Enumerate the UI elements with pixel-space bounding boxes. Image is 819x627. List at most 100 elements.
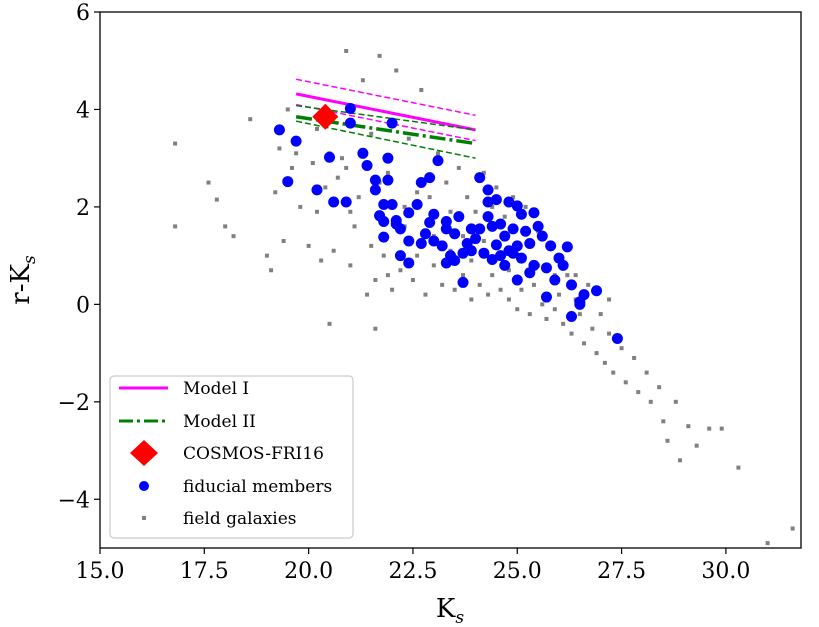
field-galaxy-point: [431, 263, 436, 268]
field-galaxy-point: [561, 321, 566, 326]
field-galaxy-point: [673, 399, 678, 404]
fiducial-member-point: [457, 276, 469, 288]
fiducial-member-point: [403, 235, 415, 247]
field-galaxy-point: [494, 185, 499, 190]
field-galaxy-point: [527, 312, 532, 317]
field-galaxy-point: [415, 253, 420, 258]
field-galaxy-point: [348, 209, 353, 214]
fiducial-member-point: [511, 240, 523, 252]
field-galaxy-point: [515, 307, 520, 312]
fiducial-member-point: [482, 211, 494, 223]
field-galaxy-point: [461, 234, 466, 239]
field-galaxy-point: [214, 197, 219, 202]
field-galaxy-point: [365, 292, 370, 297]
field-galaxy-point: [335, 175, 340, 180]
fiducial-member-point: [449, 228, 461, 240]
legend-field-swatch: [142, 516, 146, 520]
fiducial-member-point: [357, 147, 369, 159]
field-galaxy-point: [310, 161, 315, 166]
fiducial-member-point: [273, 124, 285, 136]
field-galaxy-point: [490, 204, 495, 209]
field-galaxy-point: [790, 526, 795, 531]
field-galaxy-point: [573, 273, 578, 278]
field-galaxy-point: [223, 224, 228, 229]
field-galaxy-point: [456, 165, 461, 170]
field-galaxy-point: [289, 165, 294, 170]
fiducial-member-point: [495, 250, 507, 262]
cosmos-fri16-point: [312, 103, 339, 130]
field-galaxy-point: [665, 438, 670, 443]
fiducial-member-point: [511, 274, 523, 286]
field-galaxy-point: [473, 209, 478, 214]
field-galaxy-point: [469, 258, 474, 263]
field-galaxy-point: [423, 292, 428, 297]
fiducial-member-point: [482, 184, 494, 196]
field-galaxy-point: [273, 190, 278, 195]
fiducial-member-point: [486, 220, 498, 232]
y-axis-label: r-Ks: [6, 255, 40, 305]
field-galaxy-point: [469, 297, 474, 302]
fiducial-member-point: [528, 207, 540, 219]
fiducial-member-point: [507, 223, 519, 235]
x-tick-label: 22.5: [388, 559, 437, 584]
field-galaxy-point: [677, 458, 682, 463]
fiducial-member-point: [361, 159, 373, 171]
fiducial-member-point: [440, 216, 452, 228]
field-galaxy-point: [294, 151, 299, 156]
field-galaxy-point: [377, 53, 382, 58]
fiducial-member-point: [566, 279, 578, 291]
field-galaxy-point: [306, 243, 311, 248]
field-galaxy-point: [657, 385, 662, 390]
field-galaxy-point: [369, 243, 374, 248]
fiducial-member-point: [386, 117, 398, 129]
field-galaxy-point: [611, 370, 616, 375]
fiducial-member-point: [415, 237, 427, 249]
y-tick-label: 4: [76, 98, 90, 123]
fiducial-member-point: [282, 176, 294, 188]
field-galaxy-point: [619, 346, 624, 351]
field-galaxy-point: [644, 370, 649, 375]
field-galaxy-point: [582, 341, 587, 346]
fiducial-member-point: [403, 207, 415, 219]
fiducial-member-point: [394, 250, 406, 262]
fiducial-member-point: [419, 228, 431, 240]
fiducial-member-point: [499, 230, 511, 242]
field-galaxy-point: [348, 263, 353, 268]
field-galaxy-point: [410, 278, 415, 282]
field-galaxy-point: [352, 224, 357, 229]
field-galaxy-point: [694, 443, 699, 448]
field-galaxy-point: [586, 282, 591, 287]
fiducial-member-point: [490, 239, 502, 251]
field-galaxy-point: [314, 209, 319, 214]
field-galaxy-point: [419, 87, 424, 92]
fiducial-member-point: [470, 233, 482, 245]
field-galaxy-point: [444, 180, 449, 185]
legend-cosmos-label: COSMOS-FRI16: [183, 444, 324, 464]
fiducial-member-point: [411, 198, 423, 210]
fiducial-member-point: [344, 102, 356, 114]
field-galaxy-point: [269, 268, 274, 273]
field-galaxy-point: [661, 419, 666, 424]
fiducial-member-point: [386, 198, 398, 210]
field-galaxy-point: [327, 321, 332, 326]
fiducial-member-point: [574, 296, 586, 308]
field-galaxy-point: [314, 126, 319, 131]
field-galaxy-point: [486, 292, 491, 297]
field-galaxy-point: [519, 287, 524, 292]
field-galaxy-point: [523, 204, 528, 209]
field-galaxy-point: [531, 282, 536, 287]
field-galaxy-point: [719, 426, 724, 431]
fiducial-member-point: [369, 184, 381, 196]
fiducial-member-point: [369, 174, 381, 186]
field-galaxy-point: [506, 297, 511, 302]
fiducial-member-point: [449, 255, 461, 267]
field-galaxy-point: [264, 253, 269, 258]
field-galaxy-point: [340, 156, 345, 161]
field-galaxy-point: [344, 48, 349, 53]
legend-fiducial-swatch: [139, 481, 149, 491]
model-i-upper-bound: [295, 78, 476, 117]
fiducial-member-point: [415, 177, 427, 189]
x-tick-label: 27.5: [597, 559, 646, 584]
fiducial-member-point: [453, 211, 465, 223]
field-galaxy-point: [736, 465, 741, 470]
